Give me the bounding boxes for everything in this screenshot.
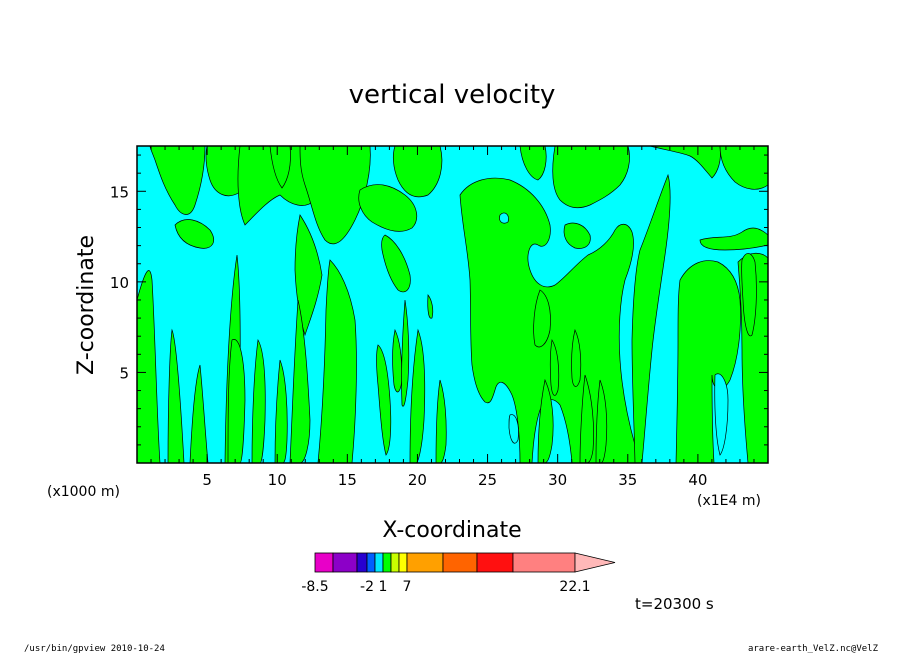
- colorbar-segment: [512, 552, 576, 573]
- updraft-region: [409, 328, 426, 464]
- colorbar-label: 7: [403, 579, 412, 595]
- colorbar-segment: [366, 552, 376, 573]
- updraft-region: [174, 219, 214, 249]
- chart-title: vertical velocity: [349, 80, 556, 110]
- x-tick-label: 35: [618, 471, 637, 489]
- colorbar-arrow: [574, 552, 616, 573]
- x-tick-label: 10: [268, 471, 287, 489]
- x-tick-label: 30: [548, 471, 567, 489]
- colorbar-label: 22.1: [559, 579, 590, 595]
- updraft-region: [251, 338, 266, 464]
- time-label: t=20300 s: [635, 595, 714, 613]
- updraft-region: [167, 328, 185, 464]
- updraft-region: [269, 145, 291, 189]
- updraft-region: [136, 270, 161, 464]
- y-tick-label: 10: [110, 274, 129, 292]
- footer-left: /usr/bin/gpview 2010-10-24: [24, 644, 165, 654]
- colorbar-segment: [476, 552, 514, 573]
- colorbar-segment: [314, 552, 334, 573]
- x-scale-note: (x1E4 m): [697, 493, 761, 509]
- colorbar-segment: [442, 552, 478, 573]
- updraft-region: [552, 145, 630, 209]
- y-axis-label: Z-coordinate: [74, 235, 99, 375]
- downdraft-pocket: [714, 373, 729, 456]
- colorbar: -8.5 -2 1 7 22.1: [301, 552, 616, 595]
- x-tick-label: 15: [338, 471, 357, 489]
- updraft-region: [549, 339, 560, 396]
- footer-right: arare-earth_VelZ.nc@VelZ: [748, 644, 879, 654]
- colorbar-segment: [398, 552, 408, 573]
- colorbar-segment: [382, 552, 392, 573]
- updraft-region: [294, 214, 323, 337]
- y-tick-label: 15: [110, 183, 129, 201]
- updraft-region: [189, 364, 209, 464]
- updraft-region: [563, 222, 591, 249]
- updraft-region: [376, 344, 392, 456]
- updraft-region: [392, 145, 443, 198]
- downdraft-pocket: [508, 414, 519, 444]
- updraft-region: [675, 260, 741, 464]
- updraft-region: [719, 145, 769, 190]
- updraft-region: [595, 379, 608, 464]
- colorbar-label: -2: [360, 579, 374, 595]
- updraft-region: [289, 299, 311, 464]
- x-tick-label: 25: [478, 471, 497, 489]
- y-tick-label: 5: [119, 364, 129, 382]
- colorbar-segment: [406, 552, 444, 573]
- x-tick-label: 20: [408, 471, 427, 489]
- updraft-region: [741, 253, 757, 337]
- updraft-region: [649, 145, 721, 179]
- colorbar-segment: [390, 552, 400, 573]
- plot-area: 5 10 15 20 25 30 35 40 5 10 15: [110, 145, 769, 489]
- updraft-region: [358, 184, 418, 232]
- x-axis-label: X-coordinate: [382, 518, 521, 543]
- updraft-region: [381, 234, 411, 293]
- axis-ticks: 5 10 15 20 25 30 35 40 5 10 15: [110, 146, 768, 489]
- updraft-regions: [136, 145, 769, 464]
- plot-frame: [136, 145, 769, 464]
- updraft-region: [631, 173, 671, 464]
- updraft-region: [274, 359, 288, 464]
- x-unit-label: (x1000 m): [47, 484, 120, 500]
- updraft-region: [392, 328, 403, 393]
- colorbar-segment: [332, 552, 358, 573]
- updraft-region: [435, 379, 447, 464]
- colorbar-segment: [374, 552, 384, 573]
- colorbar-label: 1: [379, 579, 388, 595]
- downdraft-pocket: [499, 212, 509, 224]
- updraft-region: [401, 299, 410, 407]
- updraft-region: [519, 145, 547, 181]
- updraft-region: [533, 289, 551, 348]
- colorbar-label: -8.5: [301, 579, 328, 595]
- updraft-region: [427, 294, 434, 319]
- updraft-region: [149, 145, 206, 215]
- updraft-region: [227, 339, 246, 464]
- updraft-region: [537, 378, 554, 464]
- updraft-region: [571, 328, 582, 387]
- x-tick-label: 5: [202, 471, 212, 489]
- x-tick-label: 40: [688, 471, 707, 489]
- colorbar-segment: [356, 552, 368, 573]
